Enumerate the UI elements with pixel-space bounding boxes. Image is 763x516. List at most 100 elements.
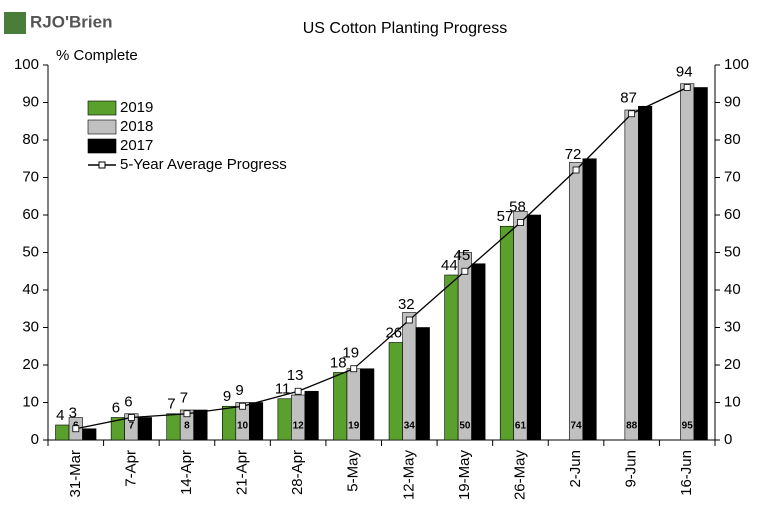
y2-tick-label: 80 [724,131,741,148]
value-label: 9 [235,382,243,399]
y-tick-label: 60 [22,206,39,223]
value-label: 19 [342,345,359,362]
marker [294,387,302,395]
x-tick-label: 14-Apr [178,450,195,495]
x-tick-label: 21-Apr [234,450,251,495]
y-tick-label: 90 [22,93,39,110]
bar [513,210,528,441]
chart-title: US Cotton Planting Progress [303,20,508,37]
legend-swatch [87,138,117,154]
value-label: 72 [565,146,582,163]
value-label: 9 [223,388,231,405]
y-axis-label: % Complete [56,47,138,64]
marker [127,414,135,421]
bar [457,252,472,441]
y-tick-label: 80 [22,131,39,148]
bar [248,402,264,441]
marker [572,166,580,174]
bar [82,428,97,441]
value-label: 94 [676,63,693,80]
legend-marker [98,161,106,169]
value-label: 7 [167,396,175,413]
y2-tick-label: 10 [724,393,741,410]
value-label: 11 [275,381,291,398]
bar [693,87,708,441]
bar [582,158,597,441]
x-tick-label: 9-Jun [623,450,640,488]
y2-tick-label: 50 [724,243,741,260]
value-label: 32 [398,296,415,313]
bar [624,109,639,441]
marker [183,410,191,418]
bar [388,342,403,441]
y2-tick-label: 30 [724,318,741,335]
marker [461,267,469,275]
y-tick-label: 30 [22,318,39,335]
value-label: 7 [180,390,188,407]
value-label: 61 [515,421,527,432]
marker [72,425,80,433]
y-tick-label: 0 [31,431,39,448]
bar [193,409,208,441]
y-tick-label: 20 [22,356,39,373]
bar [291,394,306,441]
value-label: 88 [626,421,638,432]
x-tick-label: 28-Apr [289,450,306,495]
value-label: 10 [237,421,249,432]
legend-label: 2017 [120,137,153,154]
x-tick-label: 26-May [511,450,528,501]
y2-tick-label: 100 [724,56,749,73]
marker [239,402,246,410]
bar [333,372,348,441]
bar [499,225,515,441]
value-label: 4 [56,407,64,424]
bar [137,417,152,441]
bar [526,214,542,441]
x-tick-label: 7-Apr [122,450,139,487]
y-tick-label: 10 [22,393,39,410]
x-tick-label: 2-Jun [567,450,584,488]
bar [304,390,319,441]
y-tick-label: 100 [14,56,39,73]
bar [166,413,181,441]
bar [360,368,375,441]
x-tick-label: 12-May [400,450,417,501]
value-label: 44 [441,257,458,274]
legend-label: 5-Year Average Progress [120,156,287,173]
logo: RJO'Brien [30,12,112,31]
value-label: 6 [112,399,120,416]
value-label: 3 [69,405,77,422]
value-label: 58 [509,198,526,215]
bar [277,398,292,441]
y2-tick-label: 40 [724,281,741,298]
value-label: 8 [184,421,190,432]
bar [638,105,653,441]
line [75,86,688,430]
bar [55,424,70,441]
bar [444,274,459,441]
y-tick-label: 50 [22,243,39,260]
marker [517,219,524,226]
value-label: 7 [129,421,135,432]
value-label: 87 [620,90,637,107]
y-tick-label: 70 [22,168,39,185]
value-label: 34 [404,421,416,432]
value-label: 95 [682,421,694,432]
legend-label: 2018 [120,118,153,135]
marker [350,365,358,373]
x-tick-label: 19-May [456,450,473,501]
y-tick-label: 40 [22,281,39,298]
value-label: 13 [287,367,304,384]
value-label: 57 [497,208,514,225]
marker [628,110,636,118]
y2-tick-label: 70 [724,168,741,185]
bar [415,327,430,441]
bar [221,405,237,441]
value-label: 45 [454,247,471,264]
x-tick-label: 5-May [345,450,362,492]
legend-label: 2019 [120,99,153,116]
value-label: 18 [330,354,347,371]
value-label: 19 [348,421,360,432]
x-tick-label: 31-Mar [67,450,84,498]
bar [471,263,486,441]
